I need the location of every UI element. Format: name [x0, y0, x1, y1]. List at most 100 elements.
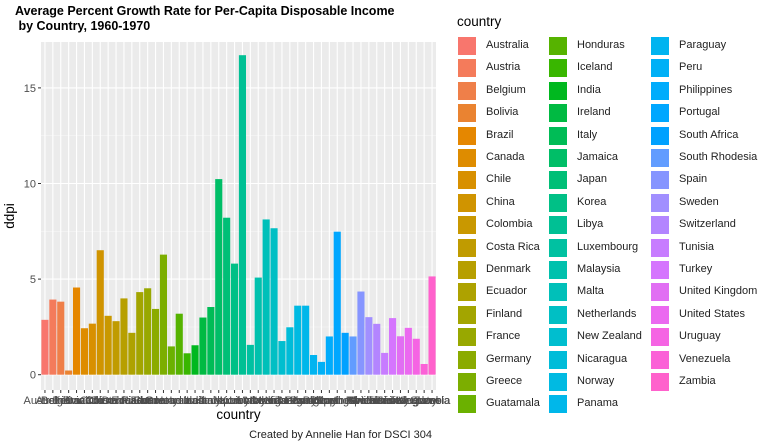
legend-key	[457, 148, 477, 168]
y-axis-title: ddpi	[2, 203, 17, 229]
legend-item: Austria	[457, 57, 557, 79]
legend-item: Luxembourg	[548, 237, 648, 259]
x-tick-label: France	[131, 395, 165, 407]
bar-france	[144, 288, 152, 375]
bar-malta	[262, 219, 270, 375]
legend-item: Malta	[548, 281, 648, 303]
legend-item: Bolivia	[457, 102, 557, 124]
x-tick-label: Honduras	[155, 395, 203, 407]
legend-item: Canada	[457, 147, 557, 169]
bar-luxembourg	[246, 344, 254, 375]
bar-south-africa	[341, 332, 349, 375]
legend-label: South Africa	[679, 128, 739, 141]
legend-item: Portugal	[650, 102, 750, 124]
legend-key	[457, 327, 477, 348]
legend-key	[650, 327, 670, 348]
bar-philippines	[325, 336, 333, 375]
legend-item: South Rhodesia	[650, 147, 757, 169]
legend-item: Costa Rica	[457, 237, 557, 259]
legend-key	[650, 170, 670, 191]
legend-item: United States	[650, 304, 750, 326]
bar-spain	[357, 291, 365, 375]
x-tick-label: Sweden	[349, 395, 389, 407]
bar-bolivia	[65, 370, 73, 375]
legend-key	[548, 327, 568, 348]
bar-india	[191, 345, 199, 375]
bar-south-rhodesia	[349, 336, 357, 375]
bar-denmark	[120, 298, 128, 375]
bar-zambia	[428, 276, 436, 375]
legend-item: Germany	[457, 349, 557, 371]
legend: Australia Austria Belgium Bolivia Brazil Cana…	[457, 35, 762, 415]
x-tick-label: United States	[375, 395, 442, 407]
legend-item: Colombia	[457, 214, 557, 236]
legend-label: Honduras	[577, 39, 625, 51]
x-tick-label: Guatamala	[144, 395, 199, 407]
legend-key	[650, 36, 670, 56]
legend-label: United States	[679, 307, 746, 320]
bar-ireland	[199, 317, 207, 375]
legend-key	[457, 192, 477, 213]
x-tick-label: Ireland	[186, 395, 220, 407]
legend-label: Colombia	[486, 218, 533, 231]
legend-label: Belgium	[486, 83, 526, 96]
legend-item: Norway	[548, 371, 648, 393]
legend-item: Spain	[650, 169, 750, 191]
x-tick-label: Portugal	[317, 395, 358, 407]
x-tick-label: China	[86, 395, 116, 407]
x-tick-label: Spain	[347, 395, 375, 407]
x-tick-label: Zambia	[414, 395, 452, 407]
legend-key	[548, 170, 568, 191]
legend-item: Zambia	[650, 371, 750, 393]
legend-label: Tunisia	[679, 240, 715, 253]
bar-italy	[207, 307, 215, 375]
legend-key	[650, 103, 670, 124]
legend-item: South Africa	[650, 125, 750, 147]
legend-key	[457, 58, 477, 79]
legend-label: Nicaragua	[577, 352, 628, 365]
legend-key	[650, 80, 670, 101]
bar-colombia	[104, 315, 112, 375]
bar-chile	[88, 323, 96, 375]
legend-label: Austria	[486, 61, 521, 74]
legend-key	[548, 394, 568, 415]
legend-item: Paraguay	[650, 35, 750, 57]
legend-item: Finland	[457, 304, 557, 326]
x-tick-label: Denmark	[102, 395, 147, 407]
legend-item: France	[457, 326, 557, 348]
legend-key	[457, 372, 477, 392]
legend-item: Italy	[548, 125, 648, 147]
legend-label: Paraguay	[679, 39, 727, 51]
legend-item: New Zealand	[548, 326, 648, 348]
bar-paraguay	[309, 355, 318, 375]
x-tick-label: Malta	[253, 395, 281, 407]
bar-new-zealand	[278, 341, 286, 375]
bar-united-kingdom	[396, 336, 405, 375]
legend-item: Uruguay	[650, 326, 750, 348]
x-tick-label: United Kingdom	[361, 395, 439, 407]
x-tick-label: Norway	[279, 395, 317, 407]
bar-finland	[136, 292, 144, 375]
bar-ecuador	[128, 332, 136, 375]
legend-label: Greece	[486, 375, 523, 387]
x-axis-title: country	[216, 407, 261, 422]
legend-key	[548, 349, 568, 370]
legend-label: Italy	[577, 128, 598, 141]
legend-item: Switzerland	[650, 214, 750, 236]
legend-label: Japan	[577, 173, 607, 186]
legend-item: Guatamala	[457, 393, 557, 415]
bar-guatamala	[167, 346, 175, 375]
legend-label: Spain	[679, 173, 708, 186]
bar-honduras	[175, 313, 183, 375]
x-tick-label: Australia	[24, 395, 68, 407]
x-tick-label: Peru	[310, 395, 333, 407]
x-tick-label: Chile	[80, 395, 105, 407]
legend-key	[650, 58, 670, 79]
legend-item: United Kingdom	[650, 281, 757, 303]
bar-netherlands	[270, 228, 278, 375]
legend-key	[650, 215, 670, 236]
legend-label: Bolivia	[486, 106, 519, 119]
x-tick-label: Finland	[122, 395, 158, 407]
legend-label: Switzerland	[679, 218, 736, 231]
